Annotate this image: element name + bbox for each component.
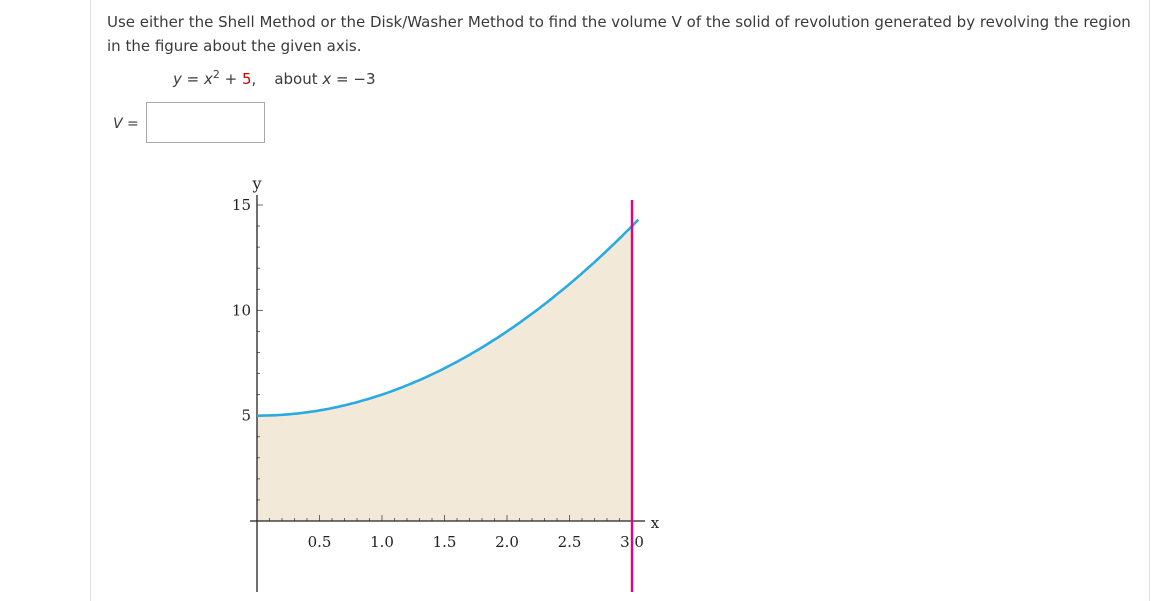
eq-comma: ,	[251, 70, 257, 88]
eq-plus: +	[219, 70, 242, 88]
eq-lhs: y	[173, 70, 182, 88]
y-axis-label: y	[251, 174, 261, 193]
eq-exponent: 2	[212, 68, 220, 81]
volume-answer-input[interactable]	[146, 102, 265, 143]
eq-constant: 5	[242, 70, 252, 88]
y-tick-label: 5	[241, 407, 251, 425]
eq-equals: =	[181, 70, 204, 88]
eq-var: x	[204, 70, 213, 88]
x-tick-label: 1.0	[370, 533, 394, 551]
axis-value: = −3	[331, 70, 376, 88]
axis-about-label: about	[274, 70, 323, 88]
x-tick-label: 2.0	[495, 533, 519, 551]
volume-label: V =	[113, 116, 139, 132]
function-curve	[257, 218, 640, 417]
equation: y = x2 + 5, about x = −3	[173, 68, 375, 88]
y-tick-label: 15	[232, 196, 251, 214]
y-tick-labels: 5 10 15	[232, 196, 251, 425]
x-tick-labels: 0.51.01.52.02.53.0	[308, 533, 644, 551]
x-tick-label: 1.5	[433, 533, 457, 551]
y-tick-label: 10	[232, 301, 251, 319]
axis-var: x	[322, 70, 332, 88]
region-fill	[257, 226, 632, 521]
x-tick-label: 0.5	[308, 533, 332, 551]
question-text: Use either the Shell Method or the Disk/…	[107, 13, 1131, 55]
x-tick-label: 2.5	[558, 533, 582, 551]
x-axis-label: x	[651, 514, 660, 532]
